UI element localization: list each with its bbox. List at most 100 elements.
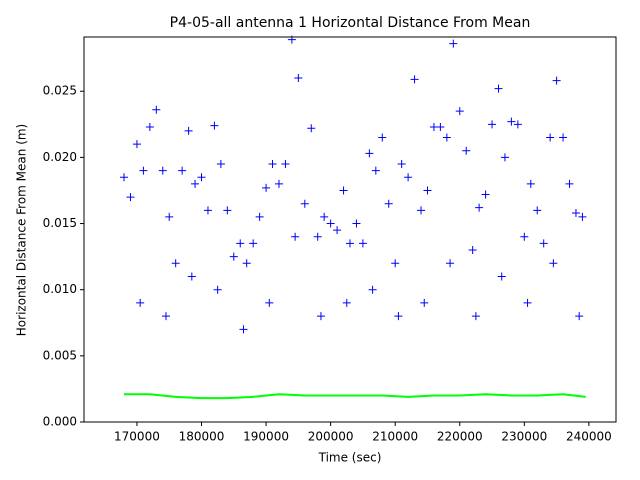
point bbox=[578, 212, 587, 221]
point bbox=[213, 285, 222, 294]
point bbox=[420, 298, 429, 307]
x-tick-label: 200000 bbox=[308, 430, 354, 444]
point bbox=[442, 133, 451, 142]
point bbox=[268, 160, 277, 169]
point bbox=[262, 183, 271, 192]
y-tick-label: 0.000 bbox=[43, 415, 77, 429]
point bbox=[346, 239, 354, 248]
point bbox=[145, 122, 154, 131]
y-axis-label: Horizontal Distance From Mean (m) bbox=[15, 124, 29, 336]
point bbox=[136, 298, 145, 307]
x-tick-label: 210000 bbox=[372, 430, 418, 444]
point bbox=[446, 259, 455, 268]
point bbox=[249, 239, 258, 248]
x-tick-label: 170000 bbox=[114, 430, 160, 444]
point bbox=[571, 208, 580, 217]
point bbox=[184, 126, 193, 135]
x-tick-label: 190000 bbox=[243, 430, 289, 444]
point bbox=[294, 74, 303, 83]
point bbox=[358, 239, 367, 248]
point bbox=[513, 120, 522, 129]
point bbox=[546, 133, 555, 142]
point bbox=[316, 312, 325, 321]
point bbox=[549, 259, 558, 268]
point bbox=[410, 75, 419, 84]
x-tick-label: 180000 bbox=[179, 430, 225, 444]
point bbox=[239, 325, 248, 334]
point bbox=[371, 166, 380, 175]
point bbox=[291, 232, 300, 241]
point bbox=[449, 39, 458, 48]
y-tick-label: 0.005 bbox=[43, 348, 77, 362]
point bbox=[533, 206, 542, 215]
x-tick-label: 240000 bbox=[566, 430, 612, 444]
point bbox=[210, 121, 219, 130]
point bbox=[475, 203, 484, 212]
point bbox=[468, 246, 477, 255]
plot-frame bbox=[83, 36, 617, 423]
point bbox=[365, 149, 374, 158]
point bbox=[274, 179, 283, 188]
point bbox=[187, 272, 196, 281]
x-axis-label: Time (sec) bbox=[318, 451, 382, 465]
point bbox=[152, 105, 161, 114]
point bbox=[171, 259, 180, 268]
point bbox=[313, 232, 322, 241]
y-tick-label: 0.025 bbox=[43, 84, 77, 98]
point bbox=[436, 122, 445, 131]
point bbox=[520, 232, 529, 241]
point bbox=[307, 124, 316, 133]
point bbox=[575, 312, 584, 321]
point bbox=[462, 146, 471, 155]
point bbox=[404, 173, 413, 182]
point bbox=[216, 160, 225, 169]
point bbox=[394, 312, 403, 321]
point bbox=[223, 206, 232, 215]
point bbox=[523, 298, 532, 307]
mean-line bbox=[124, 393, 586, 400]
point bbox=[417, 206, 426, 215]
point bbox=[158, 166, 167, 175]
point bbox=[229, 252, 238, 261]
point bbox=[352, 219, 361, 228]
point bbox=[488, 120, 497, 129]
point bbox=[197, 173, 206, 182]
point bbox=[494, 84, 503, 93]
point bbox=[203, 206, 212, 215]
point bbox=[500, 153, 509, 162]
point bbox=[165, 212, 174, 221]
point bbox=[333, 226, 342, 235]
point bbox=[559, 133, 568, 142]
point bbox=[339, 186, 348, 195]
point bbox=[342, 298, 351, 307]
point bbox=[139, 166, 148, 175]
point bbox=[126, 193, 135, 202]
point bbox=[455, 107, 464, 116]
point bbox=[320, 212, 329, 221]
point bbox=[471, 312, 480, 321]
point bbox=[265, 298, 274, 307]
point bbox=[397, 160, 406, 169]
point bbox=[368, 285, 377, 294]
point bbox=[132, 140, 141, 149]
point bbox=[242, 259, 251, 268]
point bbox=[300, 199, 309, 208]
point bbox=[120, 173, 129, 182]
point bbox=[378, 133, 387, 142]
point bbox=[507, 117, 516, 126]
point bbox=[161, 312, 170, 321]
point bbox=[481, 190, 490, 199]
point bbox=[384, 199, 393, 208]
y-tick-label: 0.020 bbox=[43, 150, 77, 164]
point bbox=[326, 219, 335, 228]
point bbox=[539, 239, 548, 248]
point bbox=[552, 76, 561, 85]
point bbox=[423, 186, 432, 195]
point bbox=[236, 239, 245, 248]
chart-title: P4-05-all antenna 1 Horizontal Distance … bbox=[170, 15, 531, 31]
y-tick-label: 0.015 bbox=[43, 216, 77, 230]
point bbox=[255, 212, 264, 221]
point bbox=[191, 179, 200, 188]
